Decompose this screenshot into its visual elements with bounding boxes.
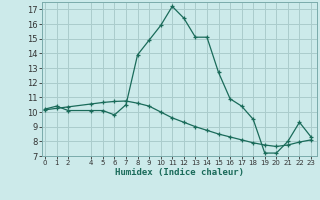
- X-axis label: Humidex (Indice chaleur): Humidex (Indice chaleur): [115, 168, 244, 177]
